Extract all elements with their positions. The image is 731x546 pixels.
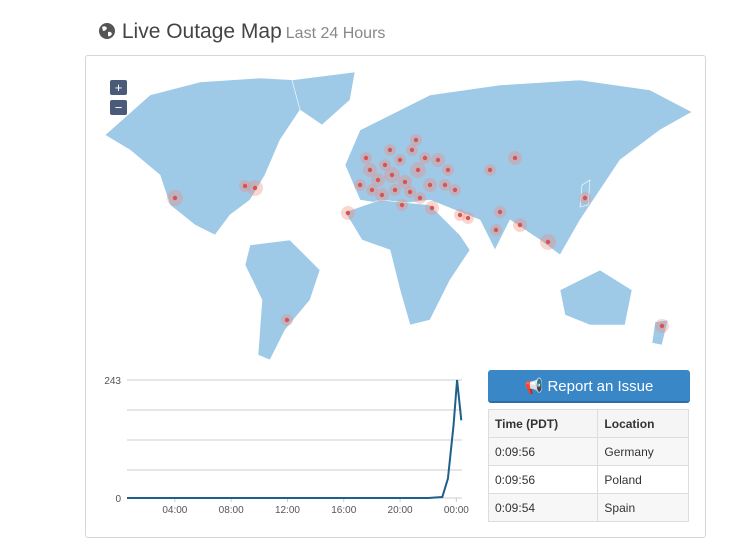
outage-dot [389, 172, 395, 178]
outage-dot [487, 167, 493, 173]
outage-dot [345, 210, 351, 216]
globe-icon [99, 23, 115, 39]
zoom-out-label[interactable]: − [115, 100, 123, 115]
x-tick-label: 00:00 [444, 505, 469, 516]
outage-dot [399, 202, 405, 208]
report-button-label[interactable]: Report an Issue [547, 378, 654, 395]
outage-dot [435, 157, 441, 163]
outage-dot [409, 147, 415, 153]
table-cell: Spain [597, 493, 689, 522]
outage-dot [242, 183, 248, 189]
x-tick-label: 16:00 [331, 505, 356, 516]
outage-dot [417, 195, 423, 201]
outage-dot [582, 195, 588, 201]
subtitle: Last 24 Hours [285, 25, 386, 42]
table-cell: 0:09:56 [487, 465, 599, 494]
outage-table: Time (PDT) Location 0:09:56 Germany 0:09:5… [487, 409, 689, 522]
table-cell: 0:09:56 [487, 437, 599, 466]
outage-dot [422, 155, 428, 161]
zoom-in-label[interactable]: + [115, 80, 123, 95]
outage-dot [545, 239, 551, 245]
x-tick-label: 20:00 [388, 505, 413, 516]
outage-dot [415, 167, 421, 173]
outage-dot [497, 209, 503, 215]
outage-dot [392, 187, 398, 193]
outage-dot [369, 187, 375, 193]
outage-dot [387, 147, 393, 153]
outage-dot [512, 155, 518, 161]
panel [85, 55, 706, 538]
x-tick-label: 12:00 [275, 505, 300, 516]
outage-dot [363, 155, 369, 161]
outage-dot [452, 187, 458, 193]
title-block: Live Outage Map Last 24 Hours [98, 20, 385, 44]
x-tick-label: 08:00 [219, 505, 244, 516]
title: Live Outage Map [121, 20, 282, 43]
y-tick-label: 0 [115, 494, 121, 505]
series-line [127, 379, 463, 499]
outage-dot [382, 162, 388, 168]
outage-dot [379, 192, 385, 198]
outage-dot [402, 179, 408, 185]
outage-dot [397, 157, 403, 163]
outage-dot [659, 323, 665, 329]
outage-dot [429, 205, 435, 211]
outage-dot [284, 317, 290, 323]
outage-dot [407, 189, 413, 195]
outage-dot [445, 167, 451, 173]
outage-dot [375, 177, 381, 183]
outage-dot [172, 195, 178, 201]
table-header: Location [597, 409, 689, 438]
outage-dot [465, 215, 471, 221]
zoom-out-button[interactable] [110, 100, 127, 115]
outage-dot [252, 185, 258, 191]
table-cell: Germany [597, 437, 689, 466]
outage-dot [413, 137, 419, 143]
table-header: Time (PDT) [487, 409, 599, 438]
outage-dot [427, 182, 433, 188]
outage-dot [457, 212, 463, 218]
y-tick-label: 243 [104, 376, 121, 387]
x-tick-label: 04:00 [162, 505, 187, 516]
report-button[interactable]: 📢 Report an Issue [488, 370, 690, 403]
outage-dot [493, 227, 499, 233]
table-cell: 0:09:54 [487, 493, 599, 522]
table-cell: Poland [597, 465, 689, 494]
outage-dot [357, 182, 363, 188]
outage-dot [367, 167, 373, 173]
zoom-in-button[interactable] [110, 80, 127, 95]
outage-dot [517, 222, 523, 228]
outage-dot [442, 182, 448, 188]
